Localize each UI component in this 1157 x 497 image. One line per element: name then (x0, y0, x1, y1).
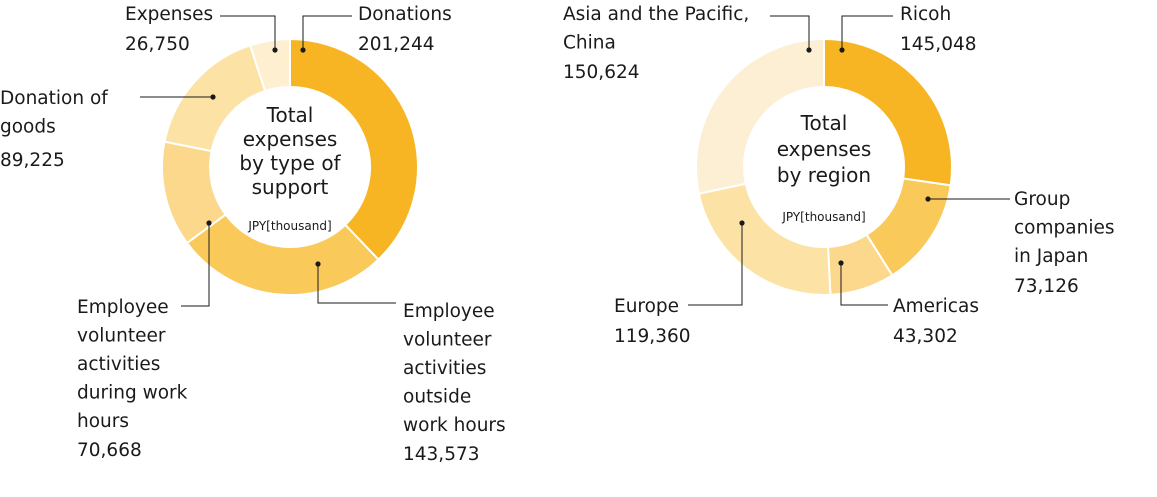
leader-line (840, 263, 888, 306)
slice-annotation: Ricoh 145,048 (839, 4, 977, 55)
slice-value: 43,302 (893, 326, 958, 347)
slice-label: Group companies in Japan (1014, 189, 1114, 267)
center-title: Total expenses by region (777, 111, 872, 187)
leader-line (770, 15, 810, 50)
slice-value: 143,573 (403, 444, 480, 465)
slice-value: 89,225 (0, 150, 65, 171)
center-title-text: Total expenses by type of support (239, 103, 341, 199)
donut-slice (289, 37, 419, 261)
leader-dot (925, 196, 931, 202)
leader-line (688, 223, 743, 306)
leader-dot (839, 47, 845, 53)
slice-annotation: Europe 119,360 (614, 220, 745, 347)
donut-slice (697, 182, 832, 296)
slice-value: 145,048 (900, 34, 977, 55)
slice-label: Europe (614, 296, 679, 317)
slice-annotation: Donation of goods 89,225 (0, 88, 216, 171)
slice-label: Asia and the Pacific, China (563, 4, 749, 54)
slice-label: Expenses (125, 4, 213, 25)
leader-line (181, 223, 210, 307)
donut-slice (695, 37, 825, 195)
slice-annotation: Employee volunteer activities outside work h… (315, 261, 506, 465)
leader-dot (272, 47, 278, 53)
donut-slice (185, 213, 380, 296)
donut-chart-2: Total expenses by region JPY[thousand] Ricoh… (563, 4, 1114, 347)
donut-slice (248, 37, 291, 93)
slice-value: 201,244 (358, 34, 435, 55)
slice-value: 119,360 (614, 326, 691, 347)
center-title-text: Total expenses by region (777, 111, 872, 187)
slice-label: Americas (893, 296, 979, 317)
slice-annotation: Americas 43,302 (838, 260, 979, 347)
leader-line (220, 15, 276, 50)
slice-annotation: Asia and the Pacific, China 150,624 (563, 4, 812, 83)
slice-annotation: Employee volunteer activities during work ho… (77, 220, 212, 461)
donut-chart-1: Total expenses by type of support JPY[thousa… (0, 4, 506, 465)
center-title: Total expenses by type of support (239, 103, 341, 199)
slice-value: 73,126 (1014, 276, 1079, 297)
leader-dot (739, 220, 745, 226)
slice-label: Donation of goods (0, 88, 108, 138)
slice-value: 70,668 (77, 440, 142, 461)
slice-value: 150,624 (563, 62, 640, 83)
slice-label: Employee volunteer activities outside work h… (403, 301, 506, 436)
leader-line (317, 264, 396, 304)
unit-label: JPY[thousand] (247, 219, 331, 233)
unit-label: JPY[thousand] (781, 210, 865, 224)
slice-label: Employee volunteer activities during work ho… (77, 297, 188, 432)
slice-annotation: Expenses 26,750 (125, 4, 278, 55)
leader-dot (806, 47, 812, 53)
donut-slice (823, 37, 953, 187)
slice-value: 26,750 (125, 34, 190, 55)
leader-dot (300, 47, 306, 53)
leader-line (841, 15, 893, 50)
leader-dot (315, 261, 321, 267)
slice-annotation: Donations 201,244 (300, 4, 452, 55)
slice-label: Ricoh (900, 4, 951, 25)
leader-dot (206, 220, 212, 226)
leader-line (302, 15, 352, 50)
slice-annotation: Group companies in Japan 73,126 (925, 189, 1114, 297)
leader-dot (210, 94, 216, 100)
leader-dot (838, 260, 844, 266)
slice-label: Donations (358, 4, 452, 25)
